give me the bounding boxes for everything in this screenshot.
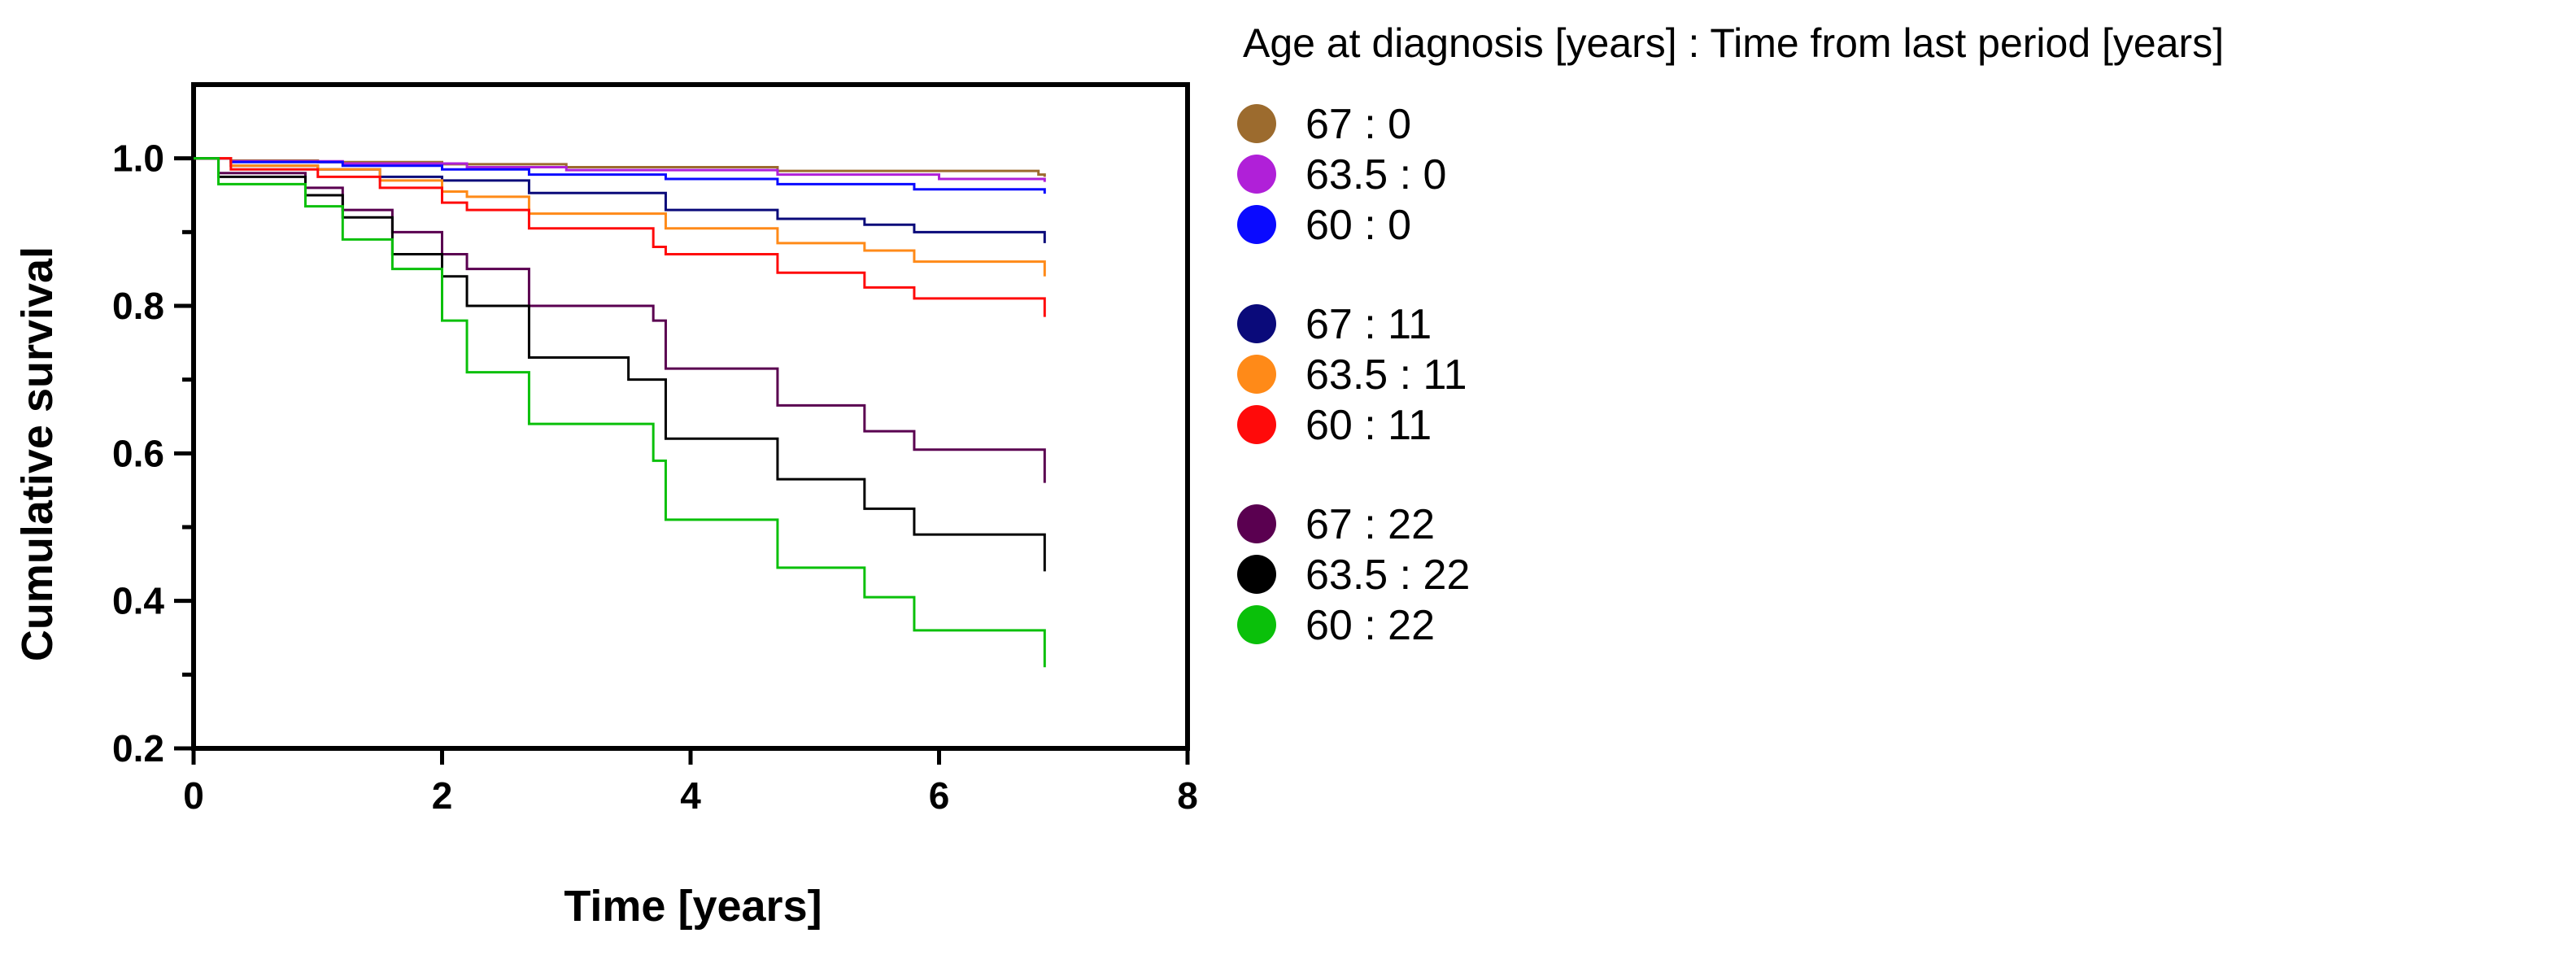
y-axis-title: Cumulative survival <box>13 246 62 661</box>
legend-label: 60 : 22 <box>1305 602 1435 649</box>
legend-label: 67 : 11 <box>1305 301 1432 348</box>
x-axis-title: Time [years] <box>564 882 822 931</box>
y-tick-label: 0.8 <box>112 285 164 327</box>
legend-label: 63.5 : 11 <box>1305 351 1467 399</box>
legend-label: 63.5 : 22 <box>1305 552 1470 599</box>
y-tick-label: 0.4 <box>112 580 164 622</box>
survival-curve <box>194 157 1046 668</box>
legend-marker <box>1237 304 1276 343</box>
legend-marker <box>1237 355 1276 394</box>
legend-label: 67 : 22 <box>1305 501 1435 548</box>
axes: 0 2 4 6 8 0.2 0.4 0.6 0.8 1.0 <box>112 137 1198 817</box>
x-tick-label: 8 <box>1177 774 1198 817</box>
legend-title: Age at diagnosis [years] : Time from las… <box>1243 20 2224 66</box>
y-tick-label: 1.0 <box>112 137 164 180</box>
legend-marker <box>1237 555 1276 594</box>
survival-curve <box>194 157 1046 194</box>
x-tick-label: 2 <box>432 774 453 817</box>
x-tick-label: 0 <box>183 774 204 817</box>
plot-area <box>191 82 1190 751</box>
survival-curves <box>194 157 1046 668</box>
legend-marker <box>1237 504 1276 543</box>
legend-label: 67 : 0 <box>1305 101 1411 148</box>
y-tick-label: 0.6 <box>112 432 164 474</box>
legend-marker <box>1237 104 1276 143</box>
legend-marker <box>1237 405 1276 444</box>
x-tick-label: 4 <box>680 774 701 817</box>
legend-label: 63.5 : 0 <box>1305 151 1446 198</box>
legend-label: 60 : 11 <box>1305 402 1432 449</box>
legend-marker <box>1237 155 1276 194</box>
legend-marker <box>1237 605 1276 644</box>
survival-curve <box>194 157 1046 572</box>
x-tick-label: 6 <box>929 774 950 817</box>
survival-curve <box>194 157 1046 483</box>
legend-marker <box>1237 205 1276 244</box>
legend-label: 60 : 0 <box>1305 202 1411 249</box>
y-tick-label: 0.2 <box>112 727 164 770</box>
survival-curve <box>194 157 1046 277</box>
plot-frame <box>191 82 1190 751</box>
survival-curve <box>194 157 1046 317</box>
